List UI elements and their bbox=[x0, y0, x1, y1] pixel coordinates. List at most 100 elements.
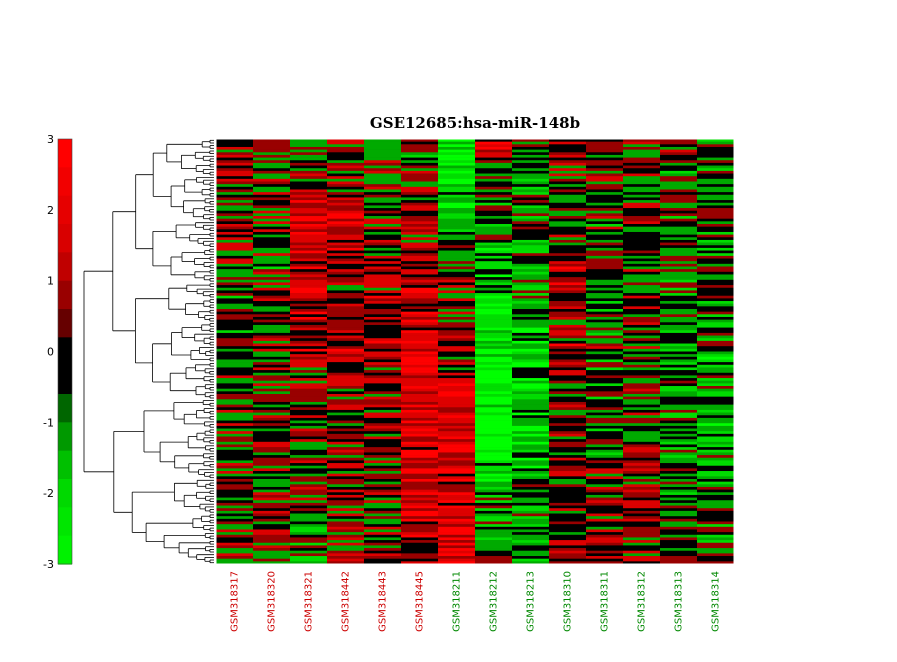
heatmap-cell bbox=[253, 439, 291, 443]
heatmap-cell bbox=[364, 471, 402, 474]
heatmap-cell bbox=[290, 263, 328, 267]
heatmap-cell bbox=[697, 412, 735, 416]
heatmap-cell bbox=[586, 343, 624, 347]
heatmap-cell bbox=[475, 303, 513, 307]
heatmap-cell bbox=[364, 425, 402, 429]
heatmap-cell bbox=[660, 380, 698, 384]
heatmap-cell bbox=[327, 319, 365, 323]
heatmap-cell bbox=[438, 428, 476, 432]
column-label: GSM318443 bbox=[378, 571, 389, 632]
heatmap-cell bbox=[327, 425, 365, 429]
heatmap-cell bbox=[327, 378, 365, 382]
heatmap-cell bbox=[401, 425, 439, 429]
heatmap-cell bbox=[623, 558, 661, 562]
heatmap-cell bbox=[253, 184, 291, 188]
heatmap-cell bbox=[438, 354, 476, 358]
heatmap-cell bbox=[216, 285, 254, 289]
heatmap-cell bbox=[586, 239, 624, 243]
heatmap-cell bbox=[216, 324, 254, 328]
heatmap-cell bbox=[512, 327, 550, 331]
heatmap-cell bbox=[623, 165, 661, 169]
heatmap-cell bbox=[660, 518, 698, 522]
heatmap-cell bbox=[549, 521, 587, 525]
heatmap-cell bbox=[364, 561, 402, 565]
heatmap-cell bbox=[253, 229, 291, 233]
heatmap-cell bbox=[327, 160, 365, 164]
heatmap-cell bbox=[623, 500, 661, 504]
heatmap-cell bbox=[290, 510, 328, 514]
heatmap-cell bbox=[438, 433, 476, 437]
heatmap-cell bbox=[364, 540, 402, 544]
heatmap-cell bbox=[549, 423, 587, 427]
heatmap-cell bbox=[364, 407, 402, 411]
heatmap-cell bbox=[660, 471, 698, 474]
heatmap-cell bbox=[290, 447, 328, 451]
heatmap-cell bbox=[697, 285, 735, 289]
heatmap-cell bbox=[364, 351, 402, 355]
heatmap-cell bbox=[660, 494, 698, 498]
heatmap-cell bbox=[438, 508, 476, 512]
heatmap-cell bbox=[216, 508, 254, 512]
heatmap-cell bbox=[327, 439, 365, 443]
heatmap-cell bbox=[697, 537, 735, 541]
heatmap-cell bbox=[623, 298, 661, 302]
heatmap-cell bbox=[364, 279, 402, 283]
heatmap-cell bbox=[660, 556, 698, 559]
heatmap-cell bbox=[697, 428, 735, 432]
heatmap-cell bbox=[364, 524, 402, 528]
heatmap-cell bbox=[549, 431, 587, 435]
heatmap-cell bbox=[327, 279, 365, 283]
heatmap-cell bbox=[623, 226, 661, 230]
heatmap-cell bbox=[438, 298, 476, 302]
heatmap-cell bbox=[660, 521, 698, 525]
heatmap-cell bbox=[327, 247, 365, 251]
heatmap-cell bbox=[290, 380, 328, 384]
heatmap-cell bbox=[586, 253, 624, 257]
heatmap-cell bbox=[475, 141, 513, 145]
heatmap-cell bbox=[512, 441, 550, 445]
heatmap-cell bbox=[401, 354, 439, 358]
heatmap-cell bbox=[623, 412, 661, 416]
heatmap-cell bbox=[660, 141, 698, 145]
heatmap-cell bbox=[697, 287, 735, 291]
heatmap-cell bbox=[438, 380, 476, 384]
heatmap-cell bbox=[216, 526, 254, 530]
heatmap-cell bbox=[216, 404, 254, 408]
heatmap-cell bbox=[438, 383, 476, 387]
heatmap-cell bbox=[253, 274, 291, 278]
heatmap-cell bbox=[364, 502, 402, 506]
heatmap-cell bbox=[401, 216, 439, 219]
heatmap-cell bbox=[327, 417, 365, 421]
heatmap-cell bbox=[475, 271, 513, 275]
heatmap-cell bbox=[216, 561, 254, 565]
heatmap-cell bbox=[660, 492, 698, 496]
heatmap-cell bbox=[364, 508, 402, 512]
heatmap-cell bbox=[475, 327, 513, 331]
heatmap-cell bbox=[697, 409, 735, 413]
heatmap-cell bbox=[364, 362, 402, 366]
heatmap-cell bbox=[438, 247, 476, 251]
heatmap-cell bbox=[623, 404, 661, 408]
heatmap-cell bbox=[253, 348, 291, 352]
heatmap-cell bbox=[623, 433, 661, 437]
heatmap-cell bbox=[475, 386, 513, 389]
colorbar-segment bbox=[58, 507, 72, 537]
heatmap-cell bbox=[623, 149, 661, 153]
heatmap-cell bbox=[253, 231, 291, 235]
heatmap-cell bbox=[327, 170, 365, 174]
heatmap-cell bbox=[253, 324, 291, 328]
heatmap-cell bbox=[401, 388, 439, 392]
colorbar-segment bbox=[58, 365, 72, 395]
heatmap-cell bbox=[623, 492, 661, 496]
heatmap-cell bbox=[623, 290, 661, 294]
heatmap-cell bbox=[586, 550, 624, 554]
heatmap-cell bbox=[253, 455, 291, 459]
heatmap-cell bbox=[438, 401, 476, 405]
heatmap-cell bbox=[290, 237, 328, 241]
heatmap-cell bbox=[549, 229, 587, 233]
heatmap-cell bbox=[438, 423, 476, 427]
heatmap-cell bbox=[290, 388, 328, 392]
heatmap-cell bbox=[512, 205, 550, 209]
heatmap-cell bbox=[475, 338, 513, 342]
heatmap-cell bbox=[290, 295, 328, 299]
